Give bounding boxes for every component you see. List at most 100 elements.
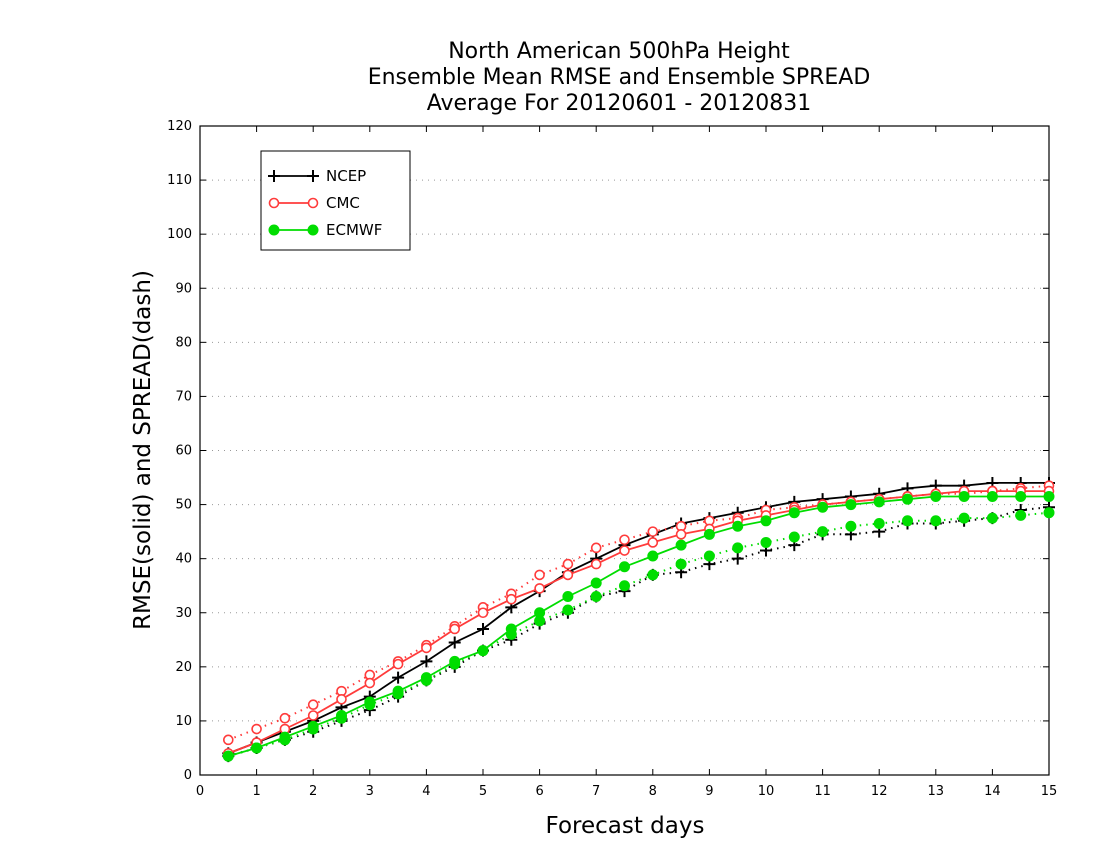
legend-entry-cmc: CMC bbox=[268, 194, 360, 212]
y-tick-label: 110 bbox=[167, 173, 192, 188]
y-tick-label: 120 bbox=[167, 119, 192, 134]
cmc-rmse-point bbox=[675, 529, 687, 540]
y-tick-label: 100 bbox=[167, 227, 192, 242]
cmc-rmse-point bbox=[421, 642, 432, 654]
cmc-rmse-point bbox=[364, 677, 376, 689]
cmc-rmse-point bbox=[619, 545, 630, 556]
legend-label-ncep: NCEP bbox=[326, 167, 366, 185]
ecmwf-rmse-point bbox=[703, 528, 715, 540]
ecmwf-spread-line bbox=[228, 511, 1050, 758]
y-tick-label: 70 bbox=[175, 389, 192, 404]
cmc-rmse-point bbox=[307, 710, 319, 721]
ecmwf-rmse-point bbox=[505, 623, 517, 635]
ecmwf-spread-point bbox=[590, 591, 602, 603]
cmc-rmse-point bbox=[590, 558, 602, 570]
cmc-rmse-point bbox=[562, 569, 574, 581]
ecmwf-rmse-point bbox=[336, 710, 347, 722]
x-axis-title: Forecast days bbox=[546, 813, 705, 839]
ecmwf-rmse-point bbox=[562, 591, 574, 603]
ecmwf-spread-point bbox=[1015, 509, 1027, 521]
cmc-spread-point bbox=[223, 734, 234, 746]
legend-entry-ecmwf: ECMWF bbox=[268, 221, 382, 239]
ecmwf-spread-point bbox=[958, 512, 970, 524]
ecmwf-rmse-point bbox=[647, 550, 659, 562]
cmc-rmse-point bbox=[505, 593, 517, 605]
x-tick-label: 6 bbox=[535, 784, 543, 799]
ecmwf-rmse-point bbox=[675, 539, 687, 551]
x-tick-label: 15 bbox=[1041, 784, 1058, 799]
cmc-rmse-point bbox=[534, 583, 545, 594]
cmc-spread-point bbox=[647, 526, 659, 537]
ecmwf-rmse-point bbox=[732, 520, 744, 532]
ncep-spread-line bbox=[228, 506, 1050, 758]
x-tick-label: 4 bbox=[422, 784, 430, 799]
y-tick-label: 60 bbox=[175, 444, 192, 459]
y-tick-label: 20 bbox=[175, 660, 192, 675]
ecmwf-rmse-point bbox=[958, 490, 970, 502]
ncep-rmse-point bbox=[392, 671, 405, 684]
cmc-rmse-point bbox=[477, 607, 489, 619]
ecmwf-rmse-point bbox=[222, 750, 234, 762]
cmc-spread-point bbox=[279, 712, 291, 724]
ecmwf-spread-point bbox=[788, 531, 800, 543]
ecmwf-spread-point bbox=[760, 536, 772, 548]
x-tick-label: 3 bbox=[366, 784, 374, 799]
legend-label-ecmwf: ECMWF bbox=[326, 221, 382, 239]
ncep-spread-point bbox=[731, 552, 744, 565]
ecmwf-rmse-point bbox=[477, 645, 489, 657]
x-tick-label: 11 bbox=[814, 784, 831, 799]
ecmwf-rmse-point bbox=[534, 607, 546, 619]
x-tick-label: 13 bbox=[928, 784, 945, 799]
ecmwf-rmse-series bbox=[222, 490, 1055, 762]
title-line-2: Ensemble Mean RMSE and Ensemble SPREAD bbox=[368, 65, 871, 90]
ecmwf-rmse-point bbox=[449, 655, 461, 667]
legend: NCEP CMC ECMWF bbox=[260, 150, 411, 251]
ecmwf-spread-point bbox=[1043, 507, 1055, 519]
ecmwf-rmse-point bbox=[420, 672, 432, 684]
ecmwf-rmse-point bbox=[873, 496, 885, 508]
ecmwf-spread-point bbox=[845, 520, 857, 532]
ecmwf-spread-point bbox=[619, 580, 630, 592]
ecmwf-rmse-point bbox=[279, 731, 291, 743]
x-tick-label: 8 bbox=[649, 784, 657, 799]
ecmwf-rmse-point bbox=[307, 720, 319, 732]
cmc-rmse-point bbox=[647, 537, 659, 548]
ecmwf-rmse-point bbox=[590, 577, 602, 589]
x-tick-label: 10 bbox=[758, 784, 775, 799]
cmc-rmse-series bbox=[223, 485, 1055, 759]
ecmwf-rmse-point bbox=[986, 490, 998, 502]
ecmwf-rmse-point bbox=[392, 685, 404, 697]
ecmwf-rmse-point bbox=[364, 696, 376, 708]
ncep-rmse-point bbox=[448, 636, 461, 649]
cmc-rmse-point bbox=[336, 693, 347, 705]
ecmwf-spread-point bbox=[817, 526, 829, 538]
ecmwf-rmse-point bbox=[1043, 490, 1055, 502]
legend-marker bbox=[268, 197, 280, 209]
ecmwf-rmse-point bbox=[845, 499, 857, 511]
ecmwf-rmse-point bbox=[902, 493, 913, 505]
x-tick-label: 14 bbox=[984, 784, 1001, 799]
x-tick-label: 1 bbox=[252, 784, 260, 799]
legend-marker bbox=[307, 170, 319, 182]
legend-entry-ncep: NCEP bbox=[268, 167, 366, 185]
cmc-spread-line bbox=[227, 484, 1050, 741]
x-tick-label: 7 bbox=[592, 784, 600, 799]
cmc-rmse-point bbox=[392, 658, 404, 670]
ecmwf-spread-point bbox=[873, 518, 885, 530]
legend-marker bbox=[268, 224, 280, 236]
chart-title: North American 500hPa Height Ensemble Me… bbox=[368, 39, 871, 116]
title-line-3: Average For 20120601 - 20120831 bbox=[427, 91, 812, 116]
ecmwf-rmse-point bbox=[930, 490, 942, 502]
series-layer bbox=[222, 476, 1055, 763]
ecmwf-rmse-point bbox=[251, 742, 263, 754]
gridlines bbox=[200, 179, 1049, 722]
legend-label-cmc: CMC bbox=[326, 194, 360, 212]
ecmwf-spread-point bbox=[732, 542, 744, 554]
x-tick-label: 2 bbox=[309, 784, 317, 799]
ncep-rmse-series bbox=[222, 476, 1055, 760]
x-tick-label: 12 bbox=[871, 784, 888, 799]
y-tick-label: 0 bbox=[184, 768, 192, 783]
y-axis-title: RMSE(solid) and SPREAD(dash) bbox=[130, 270, 156, 630]
